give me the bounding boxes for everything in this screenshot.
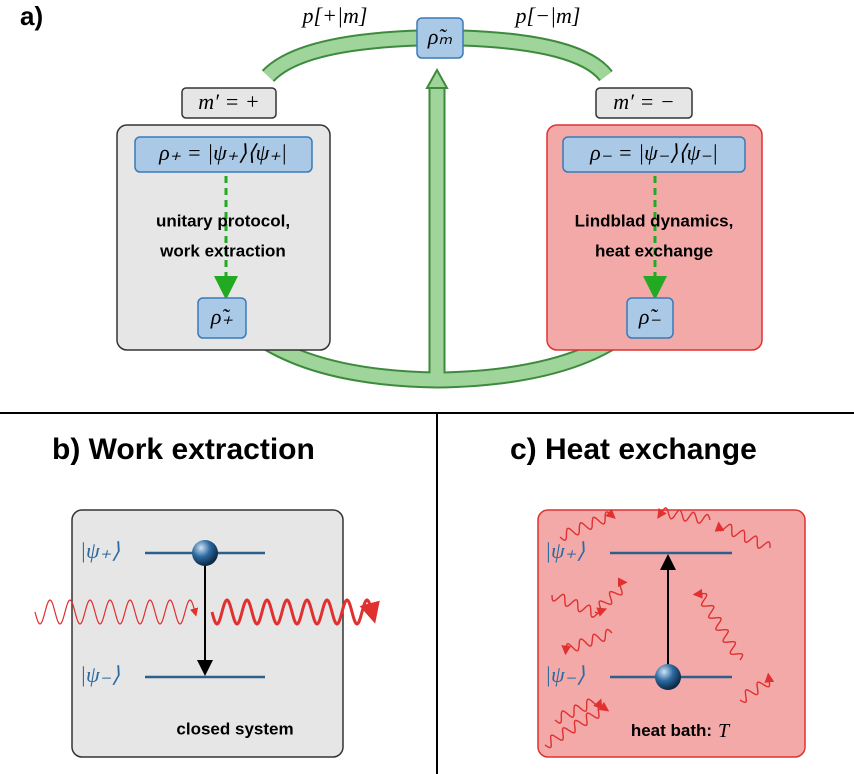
state-label: ρ̃₋ — [638, 304, 662, 329]
state-label: ρ₊ = |ψ₊⟩⟨ψ₊| — [158, 140, 287, 165]
figure: a) p[+|m] p[−|m] ρ̃ₘ m′ = + m′ = − ρ₊ = … — [0, 0, 854, 774]
particle — [192, 540, 218, 566]
level-label: |ψ₋⟩ — [80, 662, 120, 687]
level-label: |ψ₊⟩ — [80, 538, 120, 563]
prob-label: p[−|m] — [514, 3, 581, 28]
level-label: |ψ₋⟩ — [545, 662, 585, 687]
state-label: ρ̃₊ — [210, 304, 234, 329]
particle — [655, 664, 681, 690]
caption: closed system — [176, 719, 293, 738]
outcome-label: m′ = + — [198, 89, 259, 114]
outcome-label: m′ = − — [613, 89, 674, 114]
process-label: work extraction — [159, 241, 286, 260]
caption-variable: T — [718, 720, 731, 742]
process-label: unitary protocol, — [156, 211, 290, 230]
state-label: ρ̃ₘ — [427, 24, 453, 49]
process-label: Lindblad dynamics, — [575, 211, 734, 230]
panel-title: c) Heat exchange — [510, 433, 757, 466]
level-label: |ψ₊⟩ — [545, 538, 585, 563]
state-label: ρ₋ = |ψ₋⟩⟨ψ₋| — [589, 140, 718, 165]
prob-label: p[+|m] — [301, 3, 368, 28]
panel-label: a) — [20, 1, 43, 31]
caption-text: heat bath: — [631, 721, 712, 740]
panel-title: b) Work extraction — [52, 433, 315, 466]
process-label: heat exchange — [595, 241, 713, 260]
